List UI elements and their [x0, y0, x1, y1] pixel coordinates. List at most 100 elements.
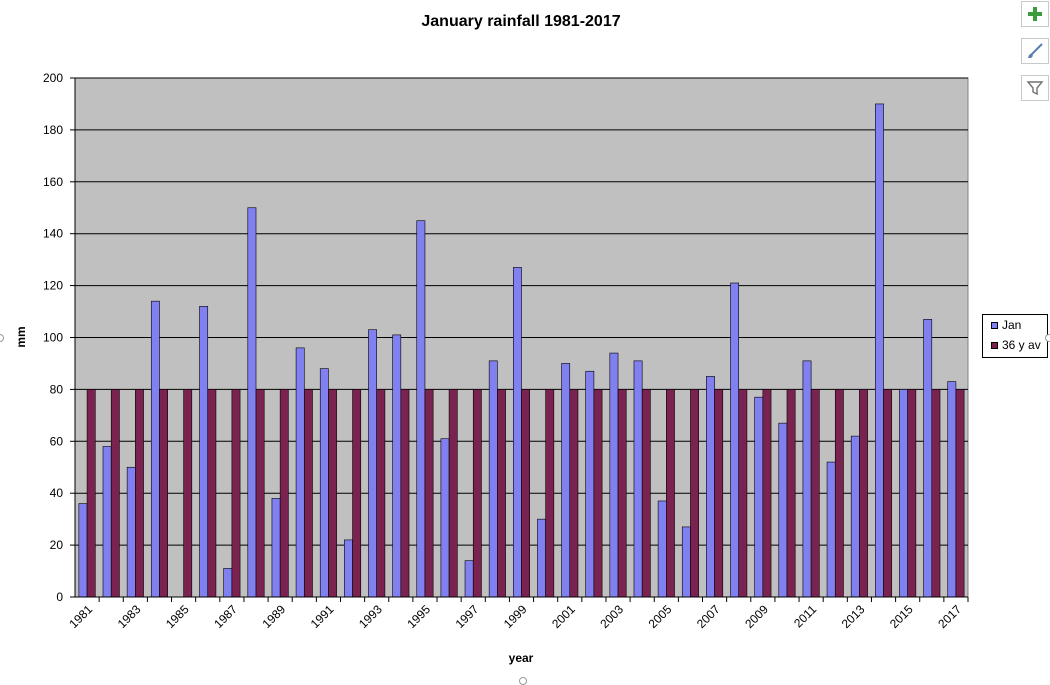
chart-title: January rainfall 1981-2017 — [421, 13, 620, 30]
bar-jan[interactable] — [78, 503, 88, 598]
bar-average[interactable] — [303, 389, 313, 598]
bar-jan[interactable] — [706, 376, 715, 598]
bar-jan[interactable] — [681, 526, 691, 598]
bar-jan[interactable] — [319, 368, 329, 598]
bar-jan[interactable] — [923, 319, 933, 598]
bar-jan[interactable] — [947, 381, 957, 598]
filter-icon — [1026, 81, 1044, 96]
bar-average[interactable] — [762, 389, 772, 598]
bar-jan[interactable] — [488, 360, 498, 598]
bar-average[interactable] — [135, 389, 144, 598]
bar-jan[interactable] — [150, 300, 160, 598]
bar-average[interactable] — [159, 389, 168, 598]
bar-jan[interactable] — [512, 267, 522, 598]
bar-average[interactable] — [738, 389, 748, 598]
chart-filters-button[interactable] — [1021, 75, 1049, 101]
y-tick-label: 140 — [43, 227, 63, 241]
bar-average[interactable] — [376, 389, 386, 598]
bars[interactable] — [78, 103, 965, 598]
bar-jan[interactable] — [271, 498, 281, 598]
bar-average[interactable] — [231, 389, 241, 598]
bar-jan[interactable] — [899, 389, 908, 598]
bar-average[interactable] — [328, 389, 337, 598]
x-axis-ticks: 1981 1983 1985 1987 1989 1991 1993 1995 1997 1999… — [66, 597, 969, 631]
bar-average[interactable] — [883, 389, 893, 598]
bar-jan[interactable] — [875, 103, 884, 598]
bar-average[interactable] — [497, 389, 506, 598]
y-tick-label: 200 — [43, 71, 63, 85]
bar-jan[interactable] — [657, 500, 667, 598]
y-tick-label: 160 — [43, 175, 63, 189]
bar-average[interactable] — [400, 389, 410, 598]
resize-handle-right[interactable] — [1045, 334, 1050, 342]
bar-jan[interactable] — [102, 446, 112, 598]
bar-jan[interactable] — [199, 306, 209, 598]
bar-average[interactable] — [86, 389, 96, 598]
y-tick-label: 180 — [43, 123, 63, 137]
bar-jan[interactable] — [826, 461, 836, 598]
bar-average[interactable] — [617, 389, 627, 598]
resize-handle-bottom[interactable] — [519, 677, 527, 685]
bar-jan[interactable] — [247, 207, 257, 598]
bar-average[interactable] — [859, 389, 868, 598]
bar-average[interactable] — [183, 389, 193, 598]
bar-average[interactable] — [110, 389, 120, 598]
x-tick-label: 1989 — [259, 602, 288, 631]
x-tick-label: 1985 — [163, 602, 192, 631]
bar-jan[interactable] — [585, 370, 595, 598]
bar-average[interactable] — [714, 389, 724, 598]
x-tick-label: 2005 — [646, 602, 675, 631]
bar-average[interactable] — [786, 389, 796, 598]
bar-average[interactable] — [521, 389, 531, 598]
bar-average[interactable] — [207, 389, 217, 598]
x-tick-label: 2013 — [839, 602, 868, 631]
legend-item-jan: Jan — [983, 315, 1047, 335]
bar-jan[interactable] — [561, 363, 571, 598]
bar-average[interactable] — [448, 389, 458, 598]
y-axis-label: mm — [14, 326, 28, 347]
legend[interactable]: Jan 36 y av — [982, 314, 1048, 358]
bar-average[interactable] — [641, 389, 651, 598]
bar-jan[interactable] — [126, 466, 136, 598]
legend-swatch-jan — [991, 321, 998, 329]
chart-styles-button[interactable] — [1021, 38, 1049, 64]
x-tick-label: 1991 — [308, 602, 337, 631]
bar-jan[interactable] — [344, 539, 353, 598]
bar-average[interactable] — [424, 389, 434, 598]
bar-average[interactable] — [810, 389, 820, 598]
bar-jan[interactable] — [609, 352, 619, 598]
bar-jan[interactable] — [223, 568, 233, 598]
bar-average[interactable] — [666, 389, 675, 598]
bar-average[interactable] — [907, 389, 917, 598]
x-tick-label: 2015 — [887, 602, 916, 631]
bar-average[interactable] — [955, 389, 965, 598]
bar-jan[interactable] — [416, 220, 426, 598]
bar-jan[interactable] — [464, 560, 474, 598]
bar-average[interactable] — [834, 389, 844, 598]
y-tick-label: 120 — [43, 279, 63, 293]
bar-jan[interactable] — [778, 422, 788, 598]
legend-swatch-average — [991, 341, 998, 349]
bar-jan[interactable] — [440, 438, 450, 598]
bar-jan[interactable] — [754, 396, 764, 598]
bar-jan[interactable] — [730, 282, 740, 598]
bar-jan[interactable] — [537, 518, 546, 598]
bar-average[interactable] — [545, 389, 555, 598]
bar-average[interactable] — [593, 389, 603, 598]
add-chart-element-button[interactable] — [1021, 1, 1049, 27]
bar-average[interactable] — [255, 389, 265, 598]
bar-jan[interactable] — [802, 360, 812, 598]
bar-jan[interactable] — [368, 329, 377, 598]
bar-average[interactable] — [569, 389, 579, 598]
bar-jan[interactable] — [295, 347, 305, 598]
bar-jan[interactable] — [850, 435, 860, 598]
bar-average[interactable] — [279, 389, 289, 598]
bar-jan[interactable] — [633, 360, 643, 598]
bar-average[interactable] — [352, 389, 362, 598]
bar-average[interactable] — [931, 389, 941, 598]
bar-average[interactable] — [690, 389, 699, 598]
y-tick-label: 40 — [50, 486, 64, 500]
bar-jan[interactable] — [392, 334, 402, 598]
bar-average[interactable] — [472, 389, 482, 598]
